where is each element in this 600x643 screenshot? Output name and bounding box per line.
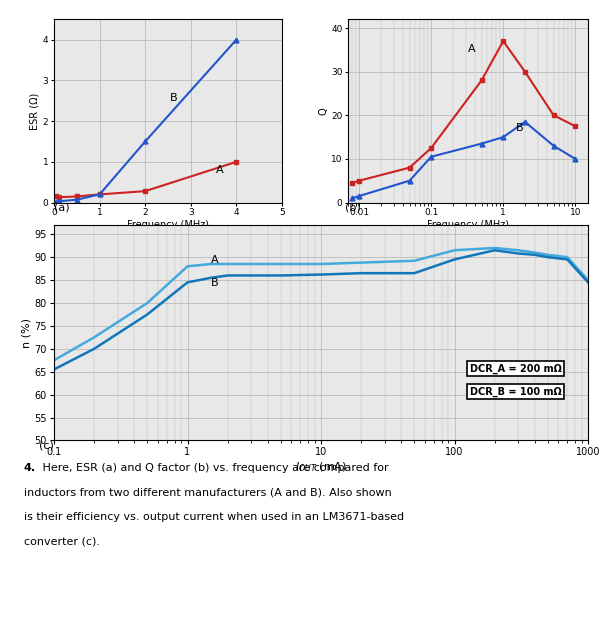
Text: B: B (170, 93, 178, 103)
Y-axis label: ESR (Ω): ESR (Ω) (30, 93, 40, 129)
Text: B: B (211, 278, 218, 287)
X-axis label: Frequency (MHz): Frequency (MHz) (127, 220, 209, 230)
Text: (b): (b) (345, 203, 361, 212)
Text: B: B (516, 123, 524, 132)
Text: inductors from two different manufacturers (A and B). Also shown: inductors from two different manufacture… (24, 487, 392, 498)
X-axis label: $\mathit{I}_{OUT}$ (mA): $\mathit{I}_{OUT}$ (mA) (295, 460, 347, 474)
Text: is their efficiency vs. output current when used in an LM3671-based: is their efficiency vs. output current w… (24, 512, 404, 522)
Y-axis label: n (%): n (%) (22, 318, 32, 348)
X-axis label: Frequency (MHz): Frequency (MHz) (427, 220, 509, 230)
Text: A: A (211, 255, 218, 265)
Text: converter (c).: converter (c). (24, 536, 100, 547)
Text: A: A (467, 44, 475, 54)
Text: DCR_A = 200 mΩ: DCR_A = 200 mΩ (470, 364, 562, 374)
Text: (a): (a) (54, 203, 70, 212)
Text: 4.: 4. (24, 463, 36, 473)
Text: A: A (216, 165, 224, 176)
Y-axis label: Q: Q (318, 107, 328, 114)
Text: Here, ESR (a) and Q factor (b) vs. frequency are compared for: Here, ESR (a) and Q factor (b) vs. frequ… (39, 463, 389, 473)
Text: (c): (c) (39, 440, 54, 450)
Text: DCR_B = 100 mΩ: DCR_B = 100 mΩ (470, 386, 562, 397)
